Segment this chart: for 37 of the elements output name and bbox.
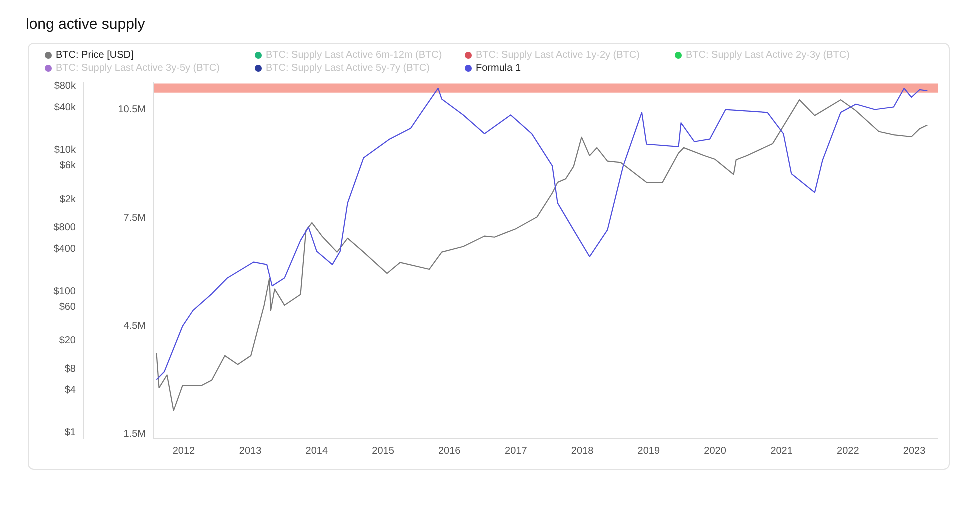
y2-tick-label: $4 — [64, 385, 76, 396]
y-tick-label: 7.5M — [124, 212, 146, 224]
y2-tick-label: $8 — [64, 364, 76, 375]
x-tick-label: 2018 — [571, 446, 594, 458]
legend-label: BTC: Supply Last Active 3y-5y (BTC) — [56, 63, 220, 74]
x-tick-label: 2014 — [306, 446, 328, 458]
y-tick-label: 10.5M — [118, 104, 146, 116]
legend-label: BTC: Supply Last Active 1y-2y (BTC) — [476, 50, 640, 61]
y2-tick-label: $100 — [54, 286, 76, 298]
y2-tick-label: $2k — [60, 194, 77, 206]
legend-label: BTC: Supply Last Active 2y-3y (BTC) — [686, 50, 850, 61]
legend-label: BTC: Price [USD] — [56, 50, 134, 61]
y2-tick-label: $20 — [59, 336, 76, 347]
y-tick-label: 4.5M — [124, 320, 146, 332]
x-tick-label: 2017 — [505, 446, 528, 458]
x-tick-label: 2022 — [837, 446, 860, 458]
y2-tick-label: $1 — [64, 428, 76, 439]
x-tick-label: 2013 — [239, 446, 262, 458]
legend-label: BTC: Supply Last Active 5y-7y (BTC) — [266, 63, 430, 74]
x-tick-label: 2021 — [770, 446, 794, 458]
y2-tick-label: $800 — [54, 222, 76, 234]
legend-label: Formula 1 — [476, 63, 522, 74]
x-tick-label: 2023 — [903, 446, 926, 458]
x-tick-label: 2012 — [172, 446, 196, 458]
y-tick-label: 1.5M — [124, 429, 146, 440]
x-tick-label: 2015 — [372, 446, 395, 458]
x-tick-label: 2019 — [638, 446, 660, 458]
y2-tick-label: $6k — [60, 160, 77, 172]
y2-tick-label: $10k — [54, 144, 77, 156]
y2-tick-label: $40k — [54, 102, 77, 114]
x-tick-label: 2020 — [704, 446, 727, 458]
chart-title: long active supply — [25, 15, 146, 35]
y2-tick-label: $400 — [54, 244, 76, 255]
y2-tick-label: $60 — [59, 302, 76, 314]
x-tick-label: 2016 — [438, 446, 462, 458]
legend-label: BTC: Supply Last Active 6m-12m (BTC) — [266, 50, 442, 61]
y2-tick-label: $80k — [54, 81, 77, 92]
